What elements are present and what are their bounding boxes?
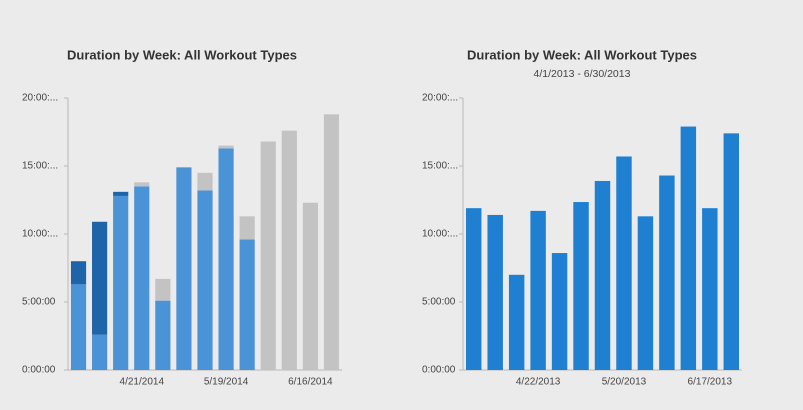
bar-segment	[260, 141, 276, 370]
bar	[616, 156, 632, 370]
y-tick-label: 0:00:00	[422, 365, 456, 376]
y-tick-label: 0:00:00	[22, 365, 56, 376]
bar-segment	[197, 190, 213, 370]
y-tick-label: 5:00:00	[422, 297, 456, 308]
bar-segment	[218, 145, 234, 149]
chart-title: Duration by Week: All Workout Types	[67, 47, 297, 62]
bar-segment	[92, 221, 108, 335]
bar	[702, 208, 718, 370]
bar-segment	[113, 191, 129, 196]
chart-subtitle: 4/1/2013 - 6/30/2013	[534, 68, 631, 80]
bar-segment	[70, 261, 87, 285]
bar-segment	[218, 148, 234, 370]
x-tick-label: 6/17/2013	[688, 377, 733, 388]
bar-segment	[92, 334, 108, 370]
y-tick-label: 5:00:00	[22, 297, 56, 308]
bar-segment	[239, 216, 255, 240]
bar-segment	[113, 195, 129, 370]
bar	[659, 175, 675, 370]
bar-segment	[239, 239, 255, 370]
bar-segment	[197, 172, 213, 191]
y-tick-label: 20:00:...	[22, 93, 58, 104]
bar	[508, 274, 525, 370]
y-tick-label: 15:00:...	[22, 161, 58, 172]
bar	[530, 210, 546, 370]
bar	[637, 216, 654, 370]
bar-segment	[302, 202, 318, 370]
bar	[466, 208, 482, 370]
bar	[573, 202, 589, 370]
bar-segment	[134, 186, 150, 370]
y-tick-label: 10:00:...	[22, 229, 58, 240]
bar-segment	[70, 284, 87, 370]
x-tick-label: 6/16/2014	[288, 377, 333, 388]
bar-segment	[155, 278, 171, 301]
chart-title: Duration by Week: All Workout Types	[467, 47, 697, 62]
bar-segment	[176, 167, 192, 370]
x-tick-label: 5/19/2014	[204, 377, 249, 388]
bar	[487, 214, 503, 370]
x-tick-label: 4/21/2014	[120, 377, 165, 388]
y-tick-label: 20:00:...	[422, 93, 458, 104]
bar-segment	[323, 114, 340, 370]
x-tick-label: 5/20/2013	[602, 377, 647, 388]
y-tick-label: 15:00:...	[422, 161, 458, 172]
bar	[680, 126, 697, 370]
bar	[551, 253, 568, 370]
y-tick-label: 10:00:...	[422, 229, 458, 240]
bar	[723, 133, 739, 370]
bar	[594, 180, 611, 370]
bar-segment	[155, 300, 171, 370]
x-tick-label: 4/22/2013	[516, 377, 561, 388]
bar-segment	[281, 130, 297, 370]
bar-segment	[134, 182, 150, 187]
